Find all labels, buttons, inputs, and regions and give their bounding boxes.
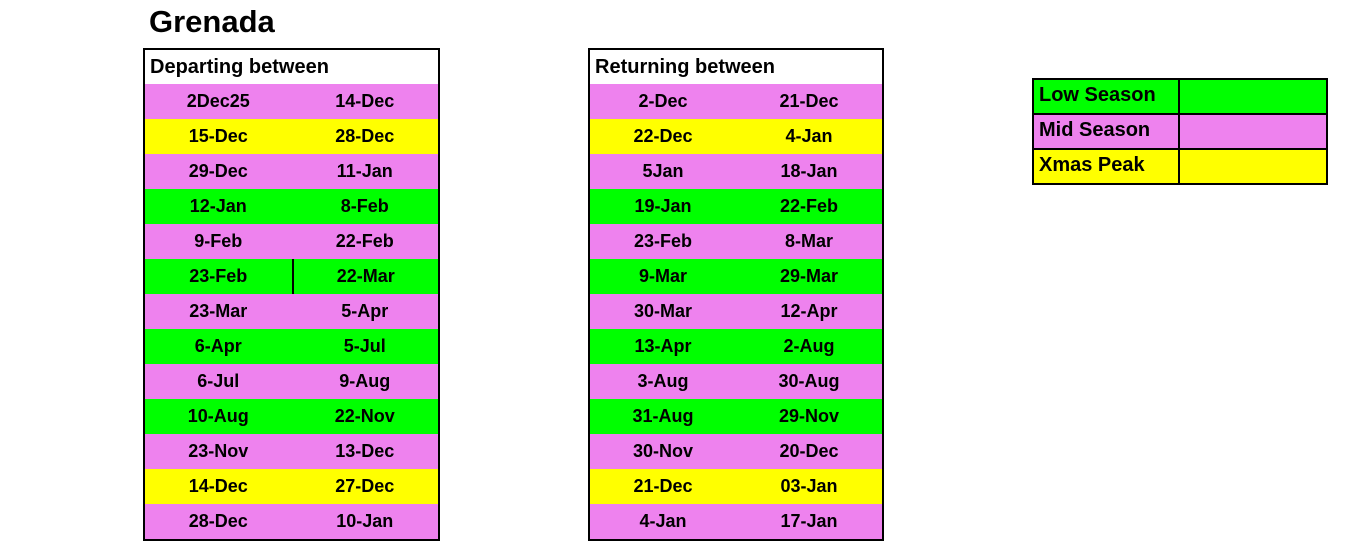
season-row-mid: 23-Nov 13-Dec [145,434,438,469]
date-from-cell: 2-Dec [638,91,688,111]
date-to-cell: 28-Dec [335,126,395,146]
season-row-xmas: 15-Dec 28-Dec [145,119,438,154]
legend-color-swatch [1180,115,1326,148]
date-from-cell: 22-Dec [633,126,693,146]
date-from-cell: 31-Aug [632,406,694,426]
season-row-mid: 2-Dec 21-Dec [590,84,882,119]
date-to-cell: 14-Dec [335,91,395,111]
date-to-cell: 29-Mar [779,266,839,286]
season-row-mid: 6-Jul 9-Aug [145,364,438,399]
date-to-cell: 20-Dec [779,441,839,461]
date-to-cell: 10-Jan [336,511,394,531]
date-to-cell: 22-Feb [779,196,839,216]
season-row-xmas: 22-Dec 4-Jan [590,119,882,154]
date-to-cell: 4-Jan [785,126,833,146]
date-to-cell: 5-Apr [341,301,389,321]
date-to-cell: 22-Mar [291,259,439,294]
season-legend: Low Season Mid Season Xmas Peak [1032,78,1328,185]
date-to-cell: 22-Nov [334,406,395,426]
season-row-low: 31-Aug 29-Nov [590,399,882,434]
date-to-cell: 27-Dec [335,476,395,496]
departing-table-header: Departing between [145,50,438,84]
date-from-cell: 5Jan [642,161,684,181]
season-row-mid: 4-Jan 17-Jan [590,504,882,539]
date-from-cell: 9-Feb [194,231,243,251]
date-from-cell: 23-Mar [189,301,248,321]
date-from-cell: 9-Mar [638,266,687,286]
legend-label: Low Season [1034,80,1180,113]
date-from-cell: 23-Feb [633,231,693,251]
date-from-cell: 19-Jan [634,196,692,216]
date-from-cell: 4-Jan [639,511,687,531]
legend-color-swatch [1180,150,1326,183]
date-to-cell: 8-Feb [340,196,389,216]
season-row-mid: 30-Mar 12-Apr [590,294,882,329]
season-row-low: 23-Feb 22-Mar [145,259,438,294]
date-to-cell: 17-Jan [780,511,838,531]
date-to-cell: 03-Jan [780,476,838,496]
date-from-cell: 6-Apr [194,336,242,356]
departing-table: Departing between 2Dec25 14-Dec 15-Dec 28-D… [143,48,440,541]
date-from-cell: 14-Dec [188,476,248,496]
date-to-cell: 29-Nov [778,406,840,426]
date-from-cell: 21-Dec [633,476,693,496]
season-row-mid: 9-Feb 22-Feb [145,224,438,259]
date-from-cell: 29-Dec [188,161,248,181]
returning-table-header: Returning between [590,50,882,84]
date-from-cell: 30-Nov [632,441,694,461]
season-row-low: 10-Aug 22-Nov [145,399,438,434]
date-to-cell: 8-Mar [784,231,833,251]
legend-row-low: Low Season [1034,80,1326,113]
date-to-cell: 5-Jul [343,336,386,356]
date-to-cell: 21-Dec [779,91,839,111]
date-to-cell: 9-Aug [339,371,391,391]
date-from-cell: 23-Nov [188,441,249,461]
date-from-cell: 12-Jan [189,196,247,216]
season-row-mid: 23-Mar 5-Apr [145,294,438,329]
date-from-cell: 15-Dec [188,126,248,146]
returning-table-rows: 2-Dec 21-Dec 22-Dec 4-Jan 5Jan 18-Jan 19-Jan 22… [590,84,882,539]
season-row-mid: 3-Aug 30-Aug [590,364,882,399]
date-to-cell: 2-Aug [783,336,835,356]
season-row-low: 6-Apr 5-Jul [145,329,438,364]
season-row-low: 9-Mar 29-Mar [590,259,882,294]
season-row-xmas: 14-Dec 27-Dec [145,469,438,504]
legend-row-mid: Mid Season [1034,113,1326,148]
season-row-mid: 2Dec25 14-Dec [145,84,438,119]
season-row-mid: 5Jan 18-Jan [590,154,882,189]
date-to-cell: 30-Aug [778,371,840,391]
date-from-cell: 13-Apr [634,336,692,356]
page-title: Grenada [149,4,275,39]
date-from-cell: 23-Feb [189,266,248,286]
date-from-cell: 2Dec25 [186,91,250,111]
season-row-mid: 29-Dec 11-Jan [145,154,438,189]
season-row-mid: 23-Feb 8-Mar [590,224,882,259]
date-to-cell: 13-Dec [335,441,395,461]
date-to-cell: 11-Jan [336,161,393,181]
date-to-cell: 22-Feb [335,231,394,251]
season-row-mid: 30-Nov 20-Dec [590,434,882,469]
season-row-low: 13-Apr 2-Aug [590,329,882,364]
date-from-cell: 6-Jul [197,371,240,391]
date-from-cell: 10-Aug [187,406,249,426]
departing-table-rows: 2Dec25 14-Dec 15-Dec 28-Dec 29-Dec 11-Jan 12-J… [145,84,438,539]
date-to-cell: 12-Apr [780,301,838,321]
returning-table: Returning between 2-Dec 21-Dec 22-Dec 4-Jan… [588,48,884,541]
season-row-mid: 28-Dec 10-Jan [145,504,438,539]
date-to-cell: 18-Jan [780,161,838,181]
legend-row-xmas: Xmas Peak [1034,148,1326,183]
legend-color-swatch [1180,80,1326,113]
date-from-cell: 30-Mar [633,301,693,321]
legend-label: Mid Season [1034,115,1180,148]
season-row-xmas: 21-Dec 03-Jan [590,469,882,504]
season-row-low: 12-Jan 8-Feb [145,189,438,224]
legend-label: Xmas Peak [1034,150,1180,183]
date-from-cell: 28-Dec [188,511,248,531]
date-from-cell: 3-Aug [637,371,689,391]
season-row-low: 19-Jan 22-Feb [590,189,882,224]
